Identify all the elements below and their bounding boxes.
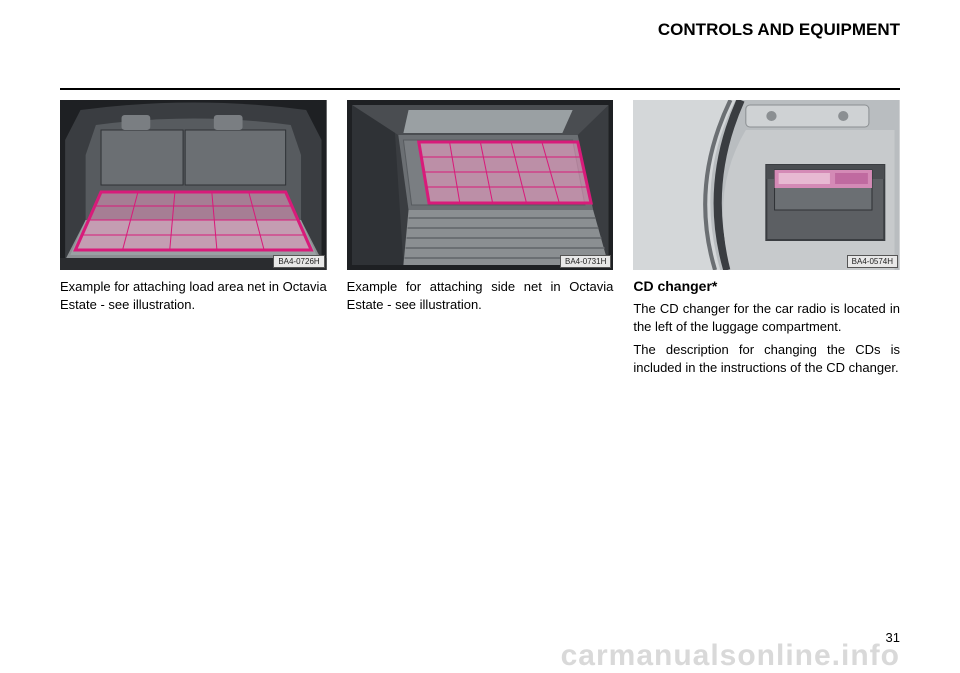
column-2: BA4-0731H Example for attaching side net… — [347, 100, 614, 376]
figure-side-net: BA4-0731H — [347, 100, 614, 270]
figure-label-2: BA4-0731H — [560, 255, 611, 268]
cd-changer-body-2: The description for changing the CDs is … — [633, 341, 900, 376]
divider — [60, 88, 900, 90]
figure-label-1: BA4-0726H — [273, 255, 324, 268]
cd-changer-heading: CD changer* — [633, 278, 900, 294]
section-header: CONTROLS AND EQUIPMENT — [60, 20, 900, 48]
content-columns: BA4-0726H Example for attaching load are… — [60, 100, 900, 376]
watermark: carmanualsonline.info — [561, 639, 900, 673]
figure-label-3: BA4-0574H — [847, 255, 898, 268]
figure-cd-changer: BA4-0574H — [633, 100, 900, 270]
column-3: BA4-0574H CD changer* The CD changer for… — [633, 100, 900, 376]
caption-2: Example for attaching side net in Octavi… — [347, 278, 614, 313]
column-1: BA4-0726H Example for attaching load are… — [60, 100, 327, 376]
cd-changer-body-1: The CD changer for the car radio is loca… — [633, 300, 900, 335]
caption-1: Example for attaching load area net in O… — [60, 278, 327, 313]
figure-load-area-net: BA4-0726H — [60, 100, 327, 270]
